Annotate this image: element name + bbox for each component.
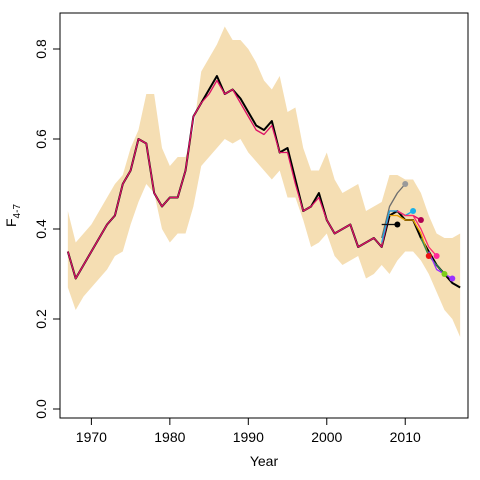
y-tick-label: 0.4	[33, 219, 49, 239]
y-axis-label-main: F	[3, 218, 19, 227]
confidence-band	[67, 26, 461, 337]
endpoint-marker-6	[433, 253, 440, 259]
endpoint-marker-2	[402, 181, 409, 187]
endpoint-marker-1	[394, 221, 401, 228]
y-axis: 0.0 0.2 0.4 0.6 0.8	[33, 39, 61, 419]
endpoint-marker-4	[417, 217, 424, 223]
y-axis-label-sub: 4-7	[12, 204, 23, 219]
x-tick-label: 2000	[311, 429, 342, 445]
endpoint-marker-7	[441, 271, 448, 277]
confidence-band-layer	[67, 26, 461, 337]
y-tick-label: 0.0	[33, 399, 49, 419]
y-tick-label: 0.8	[33, 39, 49, 59]
series-line-9	[428, 251, 453, 280]
endpoint-layer	[394, 181, 456, 282]
series-line-5	[389, 214, 430, 257]
series-line-3	[381, 183, 406, 239]
series-layer	[66, 75, 461, 289]
y-tick-label: 0.6	[33, 129, 49, 149]
endpoint-marker-8	[449, 275, 456, 282]
x-tick-label: 1980	[154, 429, 185, 445]
y-tick-label: 0.2	[33, 309, 49, 329]
series-line-6	[397, 210, 438, 257]
series-line-2	[67, 79, 422, 280]
endpoint-marker-5	[425, 253, 432, 259]
x-axis-label: Year	[250, 453, 279, 469]
x-tick-label: 2010	[390, 429, 421, 445]
x-axis: 1970 1980 1990 2000 2010	[76, 417, 421, 445]
svg-text:F4-7: F4-7	[3, 204, 23, 227]
endpoint-marker-3	[410, 208, 417, 214]
x-tick-label: 1970	[76, 429, 107, 445]
y-axis-label: F4-7	[3, 204, 23, 227]
x-tick-label: 1990	[233, 429, 264, 445]
